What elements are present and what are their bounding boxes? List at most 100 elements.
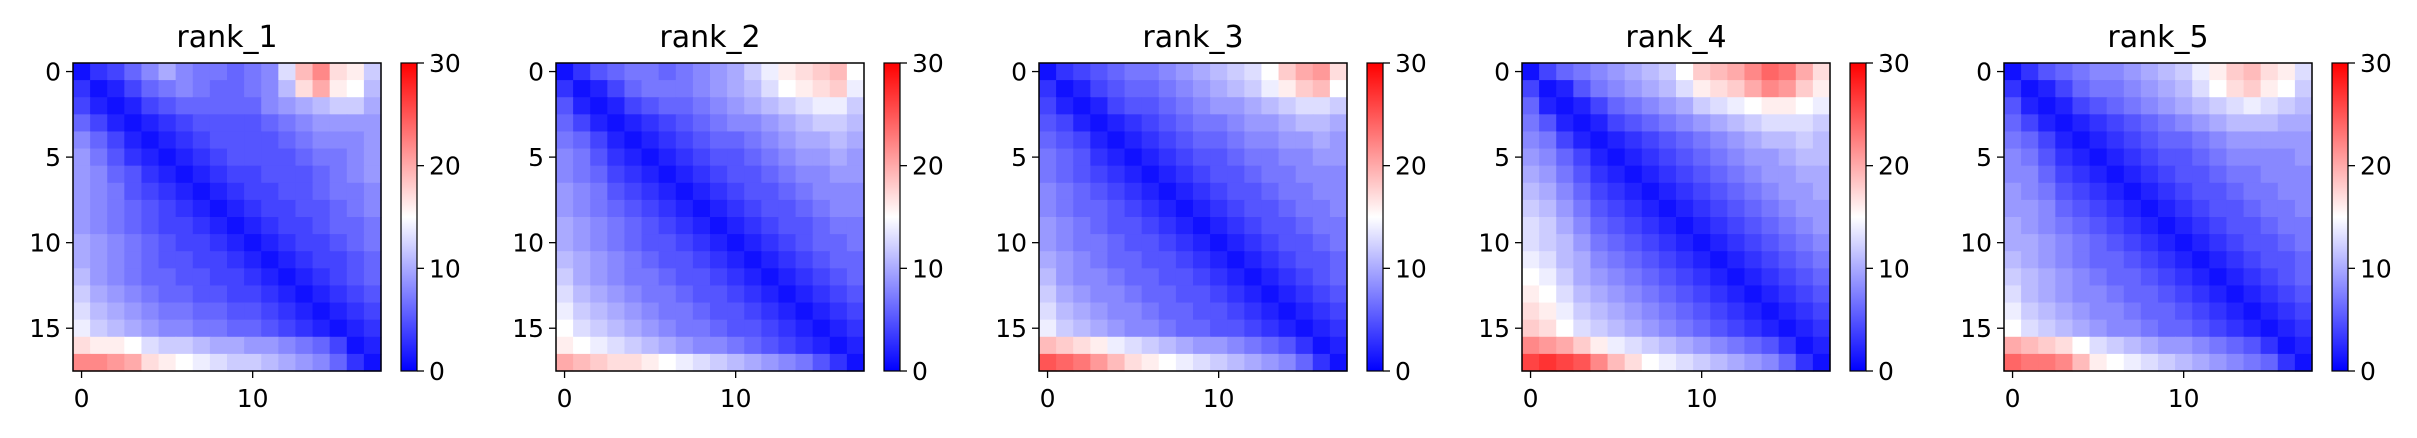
heatmap-cell [2123,97,2142,115]
heatmap-cell [1039,165,1057,184]
heatmap-cell [1210,217,1228,235]
heatmap-cell [829,251,848,269]
heatmap-cell [1210,114,1228,133]
heatmap-cell [1624,131,1643,150]
heatmap-cell [1795,251,1814,269]
heatmap-cell [1261,131,1280,150]
heatmap-cell [2277,353,2296,372]
heatmap-cell [1244,217,1263,235]
heatmap-cell [658,80,677,98]
heatmap-cell [2055,182,2074,201]
heatmap-cell [2277,302,2296,321]
heatmap-cell [812,114,831,133]
heatmap-cell [2055,336,2074,355]
y-tick-label: 5 [45,143,61,172]
heatmap-cell [590,165,608,184]
heatmap-cell [1573,285,1592,304]
heatmap-cell [1158,80,1177,98]
heatmap-cell [175,302,194,321]
heatmap-cell [1676,217,1694,235]
heatmap-cell [278,251,297,269]
heatmap-cell [1727,336,1746,355]
y-tick-label: 15 [995,314,1027,343]
heatmap-cell [107,97,125,115]
heatmap-cell [124,131,143,150]
heatmap-cell [727,251,745,269]
heatmap-cell [1795,80,1814,98]
heatmap-cell [744,131,762,150]
heatmap-cell [795,114,814,133]
heatmap-cell [1693,353,1711,372]
heatmap-cell [2209,353,2228,372]
colorbar-tick-label: 10 [1878,254,1910,283]
heatmap-cell [2140,336,2159,355]
heatmap-cell [1556,353,1574,372]
heatmap-cell [590,199,608,218]
colorbar-tick-label: 0 [2360,357,2376,386]
heatmap-cell [778,234,797,252]
heatmap-cell [1107,285,1126,304]
heatmap-cell [1710,285,1728,304]
heatmap-cell [1261,217,1280,235]
heatmap-cell [1795,268,1814,287]
heatmap-cell [1329,217,1348,235]
heatmap-cell [2004,63,2022,81]
heatmap-cell [1727,285,1746,304]
y-tick-label: 10 [29,229,61,258]
heatmap-cell [1090,80,1109,98]
heatmap-cell [107,353,125,372]
heatmap-cell [1261,114,1280,133]
heatmap-cell [812,63,831,81]
heatmap-cell [1795,285,1814,304]
heatmap-cell [641,353,660,372]
heatmap-cell [1210,302,1228,321]
heatmap-cell [2123,80,2142,98]
x-tick-label: 0 [1040,384,1056,413]
heatmap-cell [2260,336,2279,355]
heatmap-cell [1244,285,1263,304]
heatmap-cell [1158,302,1177,321]
y-tick-label: 0 [1976,58,1992,87]
heatmap-cell [1158,353,1177,372]
heatmap-cell [573,97,591,115]
heatmap-cell [1210,336,1228,355]
heatmap-cell [1778,199,1797,218]
heatmap-cell [795,285,814,304]
heatmap-cell [812,80,831,98]
heatmap-cell [2106,80,2125,98]
heatmap-cell [107,251,125,269]
heatmap-cell [1210,319,1228,338]
heatmap-cell [573,199,591,218]
heatmap-cell [227,63,245,81]
heatmap-cell [227,268,245,287]
heatmap-cell [295,234,314,252]
heatmap-cell [1090,97,1109,115]
heatmap-cell [812,336,831,355]
heatmap-cell [2089,199,2108,218]
heatmap-cell [1710,114,1728,133]
heatmap-cell [1175,319,1194,338]
heatmap-cell [363,234,382,252]
heatmap-cell [1073,353,1091,372]
heatmap-cell [1141,319,1160,338]
heatmap-cell [1073,80,1091,98]
heatmap-cell [192,302,211,321]
heatmap-cell [812,234,831,252]
colorbar [1366,62,1384,372]
heatmap-cell [1124,114,1143,133]
heatmap-cell [2055,148,2074,167]
heatmap-cell [124,268,143,287]
heatmap-cell [692,97,711,115]
heatmap-cell [1312,165,1331,184]
heatmap-cell [1624,319,1643,338]
heatmap-cell [1522,217,1540,235]
heatmap-cell [2175,217,2193,235]
heatmap-cell [675,97,694,115]
y-tick-label: 15 [29,314,61,343]
heatmap-cell [727,234,745,252]
heatmap-cell [2260,148,2279,167]
heatmap-cell [1761,97,1780,115]
heatmap-cell [2123,182,2142,201]
heatmap-cell [573,80,591,98]
heatmap-cell [329,63,348,81]
